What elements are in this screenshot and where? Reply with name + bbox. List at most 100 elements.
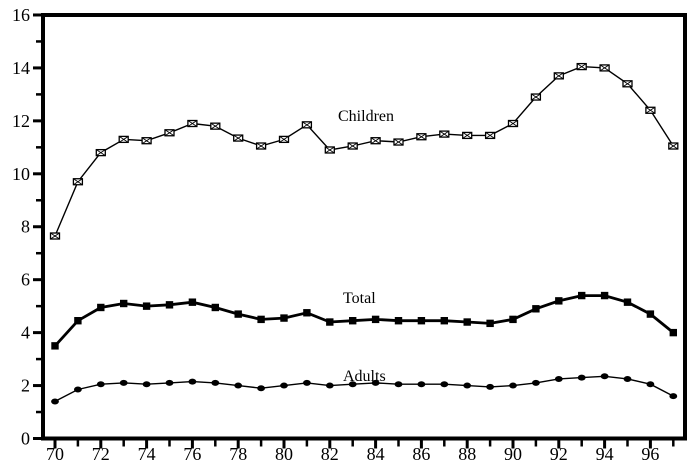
children-marker	[462, 131, 473, 140]
children-marker	[210, 122, 221, 130]
adults-marker	[577, 374, 586, 381]
y-axis-tick-label: 4	[21, 323, 30, 343]
children-marker	[370, 137, 381, 145]
children-marker	[95, 148, 106, 157]
adults-marker	[486, 383, 494, 390]
total-marker	[234, 310, 242, 318]
children-marker	[439, 130, 450, 138]
total-marker	[211, 303, 219, 312]
adults-marker	[440, 381, 449, 388]
children-marker	[530, 93, 542, 101]
total-marker	[97, 303, 105, 312]
total-marker	[280, 314, 288, 322]
adults-marker	[142, 381, 151, 388]
total-marker	[165, 301, 174, 309]
children-marker	[233, 134, 244, 142]
children-marker	[278, 135, 290, 144]
y-axis-tick-label: 12	[12, 111, 30, 131]
x-axis-tick-label: 78	[229, 444, 247, 464]
children-marker	[301, 121, 313, 129]
children-marker	[484, 131, 496, 140]
children-marker	[668, 142, 679, 150]
children-marker	[599, 64, 610, 72]
total-marker	[463, 318, 471, 326]
x-axis-tick-label: 92	[550, 444, 568, 464]
y-axis-tick-label: 8	[21, 217, 30, 237]
total-marker	[578, 291, 586, 300]
children-marker	[187, 119, 198, 128]
adults-marker	[417, 381, 426, 388]
series-line-adults	[54, 375, 674, 403]
adults-marker	[188, 378, 197, 385]
x-axis-tick-label: 70	[46, 444, 64, 464]
adults-marker	[600, 373, 609, 380]
y-axis-tick-label: 10	[12, 164, 30, 184]
y-axis-tick-label: 0	[21, 429, 30, 449]
x-axis-tick-label: 74	[138, 444, 156, 464]
total-marker	[371, 315, 380, 324]
total-marker	[188, 298, 197, 306]
x-axis-tick-label: 82	[321, 444, 339, 464]
total-marker	[555, 297, 563, 305]
x-axis-tick-label: 80	[275, 444, 293, 464]
x-axis-tick-label: 86	[412, 444, 430, 464]
series-line-total	[53, 294, 675, 347]
total-marker	[394, 317, 403, 325]
x-axis-tick-label: 94	[596, 444, 614, 464]
children-marker	[72, 178, 84, 186]
total-marker	[303, 309, 311, 317]
series-label-total: Total	[343, 290, 376, 307]
x-axis-tick-label: 84	[367, 444, 385, 464]
adults-marker	[348, 381, 357, 388]
adults-marker	[623, 375, 632, 382]
adults-marker	[96, 381, 105, 388]
adults-marker	[509, 382, 517, 389]
adults-marker	[532, 379, 540, 386]
adults-marker	[394, 381, 403, 388]
y-axis-tick-label: 6	[21, 270, 30, 290]
total-marker	[600, 291, 609, 300]
children-marker	[553, 72, 564, 80]
children-marker	[393, 138, 404, 146]
adults-marker	[257, 385, 265, 392]
total-marker	[486, 319, 494, 328]
y-axis-tick-label: 16	[12, 5, 30, 25]
adults-marker	[463, 382, 472, 389]
total-marker	[257, 315, 265, 324]
adults-marker	[280, 382, 288, 389]
children-marker	[49, 232, 61, 240]
children-marker	[255, 142, 267, 150]
x-axis-tick-label: 96	[641, 444, 659, 464]
adults-marker	[303, 379, 311, 386]
adults-marker	[554, 375, 563, 382]
total-marker	[532, 305, 540, 313]
adults-marker	[669, 393, 678, 400]
total-marker	[417, 317, 426, 325]
children-marker	[507, 119, 519, 128]
adults-marker	[119, 379, 128, 386]
series-line-children	[54, 65, 674, 237]
children-marker	[622, 80, 633, 88]
children-marker	[576, 62, 587, 71]
adults-marker	[325, 382, 334, 389]
series-label-adults: Adults	[343, 368, 386, 385]
total-marker	[623, 298, 632, 306]
adults-marker	[165, 379, 174, 386]
total-marker	[669, 328, 677, 337]
children-marker	[347, 142, 358, 150]
total-marker	[509, 315, 517, 324]
total-marker	[120, 299, 128, 308]
x-axis-tick-label: 72	[92, 444, 110, 464]
adults-marker	[646, 381, 655, 388]
total-marker	[326, 318, 334, 326]
total-marker	[142, 302, 151, 310]
y-axis-tick-label: 2	[21, 376, 30, 396]
adults-marker	[234, 382, 243, 389]
adults-marker	[51, 398, 59, 405]
total-marker	[349, 317, 357, 325]
y-axis-tick-label: 14	[12, 58, 30, 78]
children-marker	[645, 106, 656, 114]
